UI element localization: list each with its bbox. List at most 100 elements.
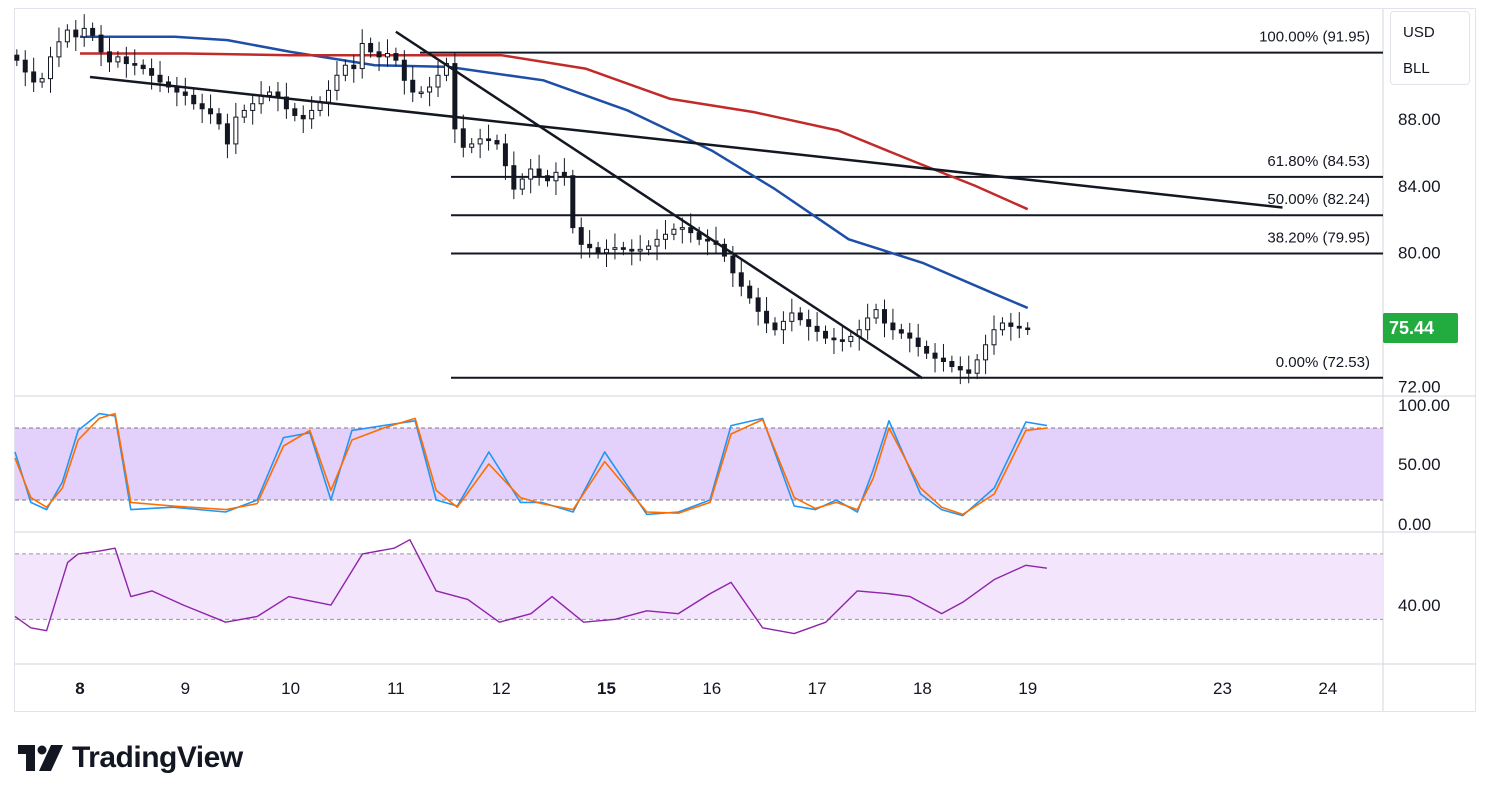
candle-body [309, 109, 315, 120]
candle-body [839, 339, 845, 342]
time-axis-tick: 16 [702, 679, 721, 698]
candle-body [966, 369, 972, 374]
candle-body [671, 228, 677, 235]
time-axis-tick: 24 [1318, 679, 1337, 698]
fib-level-label: 100.00% (91.95) [1259, 29, 1370, 46]
rsi-axis-tick: 40.00 [1398, 596, 1441, 615]
fib-level-label: 0.00% (72.53) [1276, 354, 1370, 371]
candle-body [570, 175, 576, 229]
trendline-2 [395, 30, 924, 380]
candle-body [460, 128, 466, 148]
candle-body [98, 34, 104, 53]
candle-body [14, 54, 20, 61]
candle-body [359, 42, 365, 70]
candle-body [814, 325, 820, 332]
trendlines [89, 30, 1283, 380]
candle-body [848, 335, 854, 342]
last-price-badge: 75.44 [1383, 313, 1458, 343]
candle-body [90, 27, 96, 36]
chart-frame [14, 8, 1476, 712]
candle-body [949, 361, 955, 368]
candle-body [250, 103, 256, 111]
candle-body [679, 227, 685, 230]
price-axis-tick: 72.00 [1398, 378, 1441, 397]
candle-body [1008, 322, 1014, 327]
candle-body [241, 109, 247, 118]
candle-body [216, 113, 222, 125]
candle-body [561, 171, 567, 177]
candle-body [932, 352, 938, 359]
candle-body [907, 332, 913, 339]
candle-body [587, 243, 593, 249]
stochastic-line-1 [14, 412, 1048, 517]
candle-body [873, 309, 879, 319]
time-axis-tick: 8 [75, 679, 84, 698]
candle-body [637, 248, 643, 252]
candle-body [31, 71, 37, 83]
candle-body [1016, 325, 1022, 329]
price-axis-tick: 88.00 [1398, 110, 1441, 129]
time-axis-tick: 17 [808, 679, 827, 698]
tradingview-logo-icon [18, 745, 63, 771]
candle-body [182, 91, 188, 96]
candle-body [705, 238, 711, 242]
stochastic-band [15, 427, 1383, 501]
candle-body [519, 178, 525, 190]
time-axis-tick: 18 [913, 679, 932, 698]
candle-body [469, 143, 475, 148]
time-axis-tick: 10 [281, 679, 300, 698]
moving-average-line-1 [80, 35, 1029, 310]
candle-body [957, 366, 963, 371]
candle-body [149, 68, 155, 76]
fibonacci-levels: 100.00% (91.95) 61.80% (84.53) 50.00% (82.… [420, 29, 1383, 379]
candle-body [620, 247, 626, 250]
candle-body [157, 74, 163, 83]
brand-name: TradingView [72, 741, 243, 774]
candle-body [368, 42, 374, 53]
candle-body [999, 322, 1005, 331]
time-axis-tick: 15 [597, 679, 616, 698]
time-axis-tick: 11 [387, 679, 405, 698]
candle-body [48, 56, 54, 80]
candle-body [73, 29, 79, 38]
price-axis-tick: 80.00 [1398, 244, 1441, 263]
candle-body [486, 138, 492, 142]
candle-body [629, 248, 635, 252]
candle-body [940, 357, 946, 363]
candle-body [502, 143, 508, 167]
candle-body [351, 64, 357, 70]
time-axis: 8 9 10 11 12 15 16 17 18 19 23 24 [75, 679, 1337, 698]
candle-body [511, 165, 517, 190]
candle-body [974, 359, 980, 374]
candle-body [604, 248, 609, 254]
candle-body [755, 297, 761, 312]
candle-body [654, 238, 660, 247]
candle-body [898, 329, 904, 334]
candle-body [435, 74, 441, 88]
candle-body [410, 79, 416, 93]
symbol-legend[interactable]: USD BLL [1390, 11, 1470, 85]
candle-body [224, 123, 230, 145]
rsi-band-fill [15, 553, 1383, 620]
candle-body [797, 312, 803, 321]
time-axis-tick: 9 [181, 679, 190, 698]
candle-body [494, 140, 500, 145]
time-axis-tick: 19 [1018, 679, 1037, 698]
candle-body [342, 64, 348, 76]
candle-body [106, 51, 112, 63]
candle-body [191, 94, 197, 105]
candle-body [292, 108, 298, 116]
candle-body [780, 320, 786, 331]
candle-body [789, 312, 795, 322]
candle-body [924, 345, 930, 354]
price-axis: 72.0080.0084.0088.0092.000.0050.00100.00… [1398, 43, 1450, 615]
candle-body [452, 63, 458, 130]
candle-body [991, 329, 997, 346]
candle-body [688, 227, 694, 234]
time-axis-tick: 12 [492, 679, 511, 698]
stochastic-band-fill [15, 428, 1383, 500]
candle-body [536, 168, 542, 177]
candle-body [730, 255, 736, 274]
candle-body [132, 63, 138, 66]
